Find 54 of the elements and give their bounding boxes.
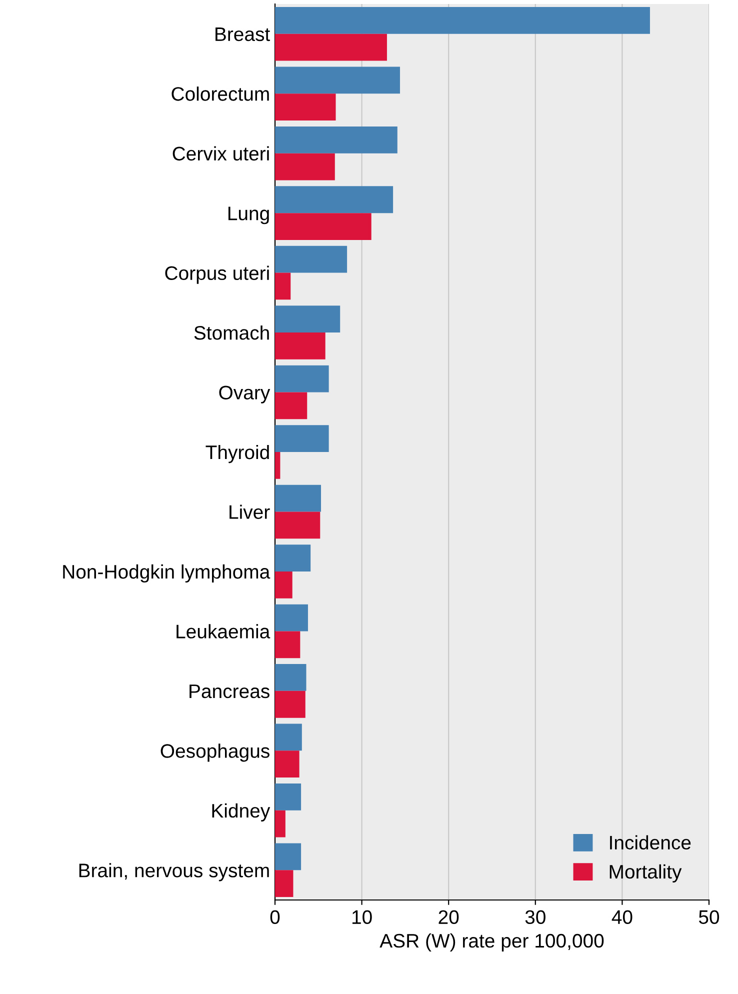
- y-tick-label: Kidney: [212, 803, 270, 822]
- bar: [275, 631, 300, 658]
- bar: [275, 392, 308, 420]
- bar: [275, 571, 292, 598]
- bar: [275, 512, 320, 539]
- bar: [275, 34, 387, 61]
- bar: [275, 604, 308, 632]
- bar: [275, 425, 329, 452]
- bar: [275, 870, 294, 898]
- bar: [275, 306, 340, 333]
- y-tick-label: Leukaemia: [176, 624, 270, 638]
- legend-label: Incidence: [610, 835, 691, 850]
- bar: [275, 452, 280, 479]
- bar: [275, 843, 302, 870]
- x-tick-label: 40: [612, 910, 632, 924]
- bar: [275, 213, 372, 240]
- bar: [275, 484, 322, 512]
- y-tick-label: Cervix uteri: [172, 146, 269, 161]
- y-tick-label: Liver: [230, 504, 270, 519]
- bar: [275, 544, 311, 572]
- bar: [275, 690, 306, 718]
- bar: [275, 6, 650, 34]
- y-tick-label: Stomach: [194, 325, 269, 340]
- y-tick-label: Ovary: [219, 386, 270, 404]
- bar: [275, 365, 329, 392]
- bar: [275, 186, 394, 214]
- bar: [275, 153, 335, 180]
- bar: [275, 750, 300, 778]
- y-tick-label: Thyroid: [206, 444, 269, 464]
- y-tick-label: Pancreas: [190, 684, 270, 698]
- bar: [275, 94, 336, 120]
- x-axis-title: ASR (W) rate per 100,000: [380, 933, 604, 952]
- bar: [275, 724, 302, 751]
- x-tick-label: 20: [438, 910, 459, 924]
- y-tick-label: Brain, nervous system: [79, 863, 269, 882]
- y-tick-label: Oesophagus: [160, 744, 270, 762]
- x-tick-label: 50: [698, 910, 720, 924]
- y-tick-label: Corpus uteri: [165, 266, 269, 284]
- bar: [275, 272, 291, 300]
- bar: [275, 810, 286, 838]
- y-tick-label: Lung: [228, 206, 269, 224]
- x-tick-label: 10: [352, 910, 372, 924]
- bar: [275, 66, 400, 94]
- y-tick-label: Colorectum: [172, 86, 269, 101]
- legend-label: Mortality: [610, 864, 682, 882]
- bar: [275, 126, 398, 154]
- x-tick-label: 0: [270, 910, 280, 924]
- x-tick-label: 30: [525, 910, 546, 924]
- bar: [275, 664, 306, 691]
- y-tick-label: Breast: [216, 28, 270, 42]
- y-tick-label: Non-Hodgkin lymphoma: [63, 564, 270, 583]
- bar: [275, 784, 302, 810]
- bar: [275, 332, 326, 360]
- bar: [275, 246, 348, 273]
